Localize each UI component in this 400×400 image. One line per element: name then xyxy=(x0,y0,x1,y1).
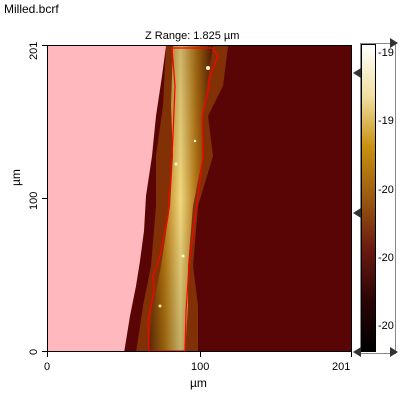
x-tick-mark xyxy=(351,352,352,357)
speck xyxy=(206,66,210,70)
range-marker-left-icon[interactable] xyxy=(353,68,361,78)
colorbar-label: -20 xyxy=(378,184,394,196)
y-tick-mark xyxy=(42,198,47,199)
excluded-region xyxy=(48,46,166,351)
z-range-label: Z Range: 1.825 µm xyxy=(145,30,240,42)
colorbar-label: -20 xyxy=(378,320,394,332)
range-marker-left-icon[interactable] xyxy=(353,347,361,357)
y-tick-label: 0 xyxy=(28,348,40,355)
speck xyxy=(193,139,197,143)
colorbar-gradient xyxy=(361,44,376,352)
file-title: Milled.bcrf xyxy=(4,2,59,16)
range-marker-left-icon[interactable] xyxy=(353,208,361,218)
x-axis-label: µm xyxy=(190,376,207,390)
speck xyxy=(174,162,178,166)
afm-image-svg xyxy=(48,46,351,351)
mask-outline xyxy=(147,47,219,351)
y-tick-label: 100 xyxy=(28,191,40,210)
colorbar-label: -19 xyxy=(378,115,394,127)
y-axis-label: µm xyxy=(9,169,23,186)
afm-height-image[interactable] xyxy=(47,45,352,352)
x-tick-label: 100 xyxy=(191,361,210,373)
y-tick-label: 201 xyxy=(28,41,40,60)
speck xyxy=(181,254,185,258)
colorbar-label: -20 xyxy=(378,252,394,264)
x-tick-mark xyxy=(200,352,201,357)
range-marker-right-icon[interactable] xyxy=(390,347,398,357)
y-tick-mark xyxy=(42,45,47,46)
colorbar-label: -19 xyxy=(378,47,394,59)
speck xyxy=(158,304,162,308)
x-tick-mark xyxy=(47,352,48,357)
range-marker-right-icon[interactable] xyxy=(390,38,398,48)
x-tick-label: 0 xyxy=(44,361,51,373)
y-tick-mark xyxy=(42,351,47,352)
x-tick-label: 201 xyxy=(332,361,351,373)
